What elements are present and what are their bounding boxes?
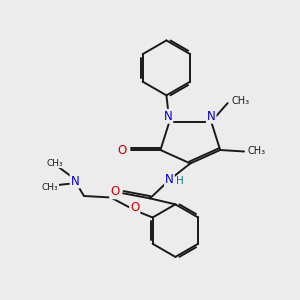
Text: CH₃: CH₃ bbox=[47, 159, 63, 168]
Text: N: N bbox=[164, 110, 172, 123]
Text: N: N bbox=[70, 175, 80, 188]
Text: O: O bbox=[118, 143, 127, 157]
Text: O: O bbox=[130, 201, 139, 214]
Text: CH₃: CH₃ bbox=[42, 183, 58, 192]
Text: CH₃: CH₃ bbox=[248, 146, 266, 157]
Text: N: N bbox=[165, 173, 174, 186]
Text: H: H bbox=[176, 176, 184, 186]
Text: N: N bbox=[207, 110, 216, 123]
Text: CH₃: CH₃ bbox=[231, 96, 249, 106]
Text: O: O bbox=[110, 185, 119, 198]
